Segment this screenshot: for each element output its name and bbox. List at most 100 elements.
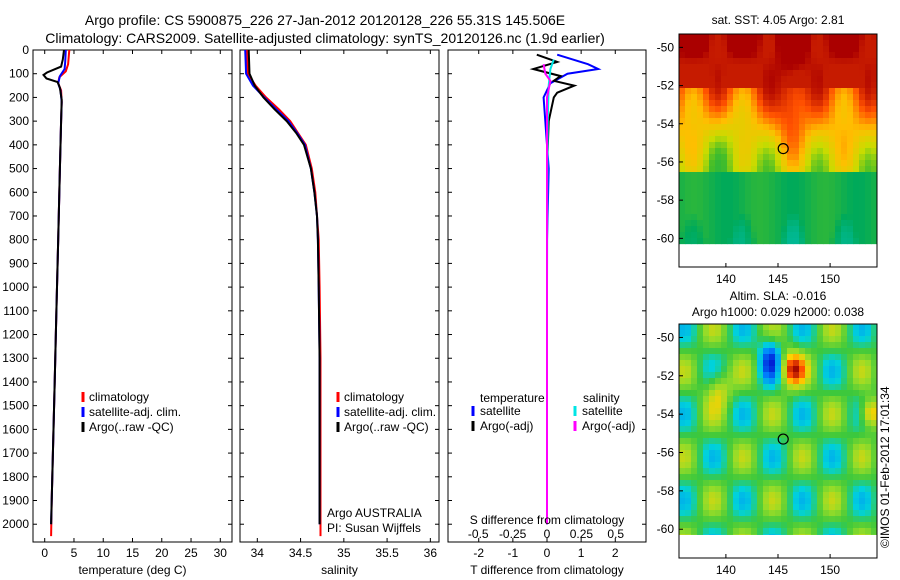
sst-map-lat-label: -50 — [657, 40, 675, 54]
depth-tick-label: 1300 — [2, 351, 29, 365]
diff-legend-label: satellite — [480, 404, 521, 418]
sla-map-lat-label: -54 — [657, 407, 675, 421]
temperature-legend-label: climatology — [89, 390, 149, 404]
tdiff-legend-heading: temperature — [480, 391, 545, 405]
sla-map-lon-label: 140 — [716, 563, 736, 577]
difference-xtick-label: -1 — [508, 546, 519, 560]
temperature-xtick-label: 5 — [71, 546, 78, 560]
sdiff-tick-label: -0.5 — [468, 527, 489, 541]
depth-tick-label: 1000 — [2, 280, 29, 294]
depth-tick-label: 600 — [9, 185, 29, 199]
difference-xtick-label: 2 — [612, 546, 619, 560]
sla-map-lat-label: -50 — [657, 330, 675, 344]
sst-map-lat-label: -52 — [657, 79, 675, 93]
sst-map-lat-label: -54 — [657, 117, 675, 131]
difference-series-argo-adj- — [542, 64, 552, 525]
temperature-xtick-label: 0 — [41, 546, 48, 560]
temperature-axes-frame — [32, 49, 233, 543]
sla-map-title-line2: Argo h1000: 0.029 h2000: 0.038 — [692, 305, 864, 319]
sdiff-tick-label: 0 — [544, 527, 551, 541]
depth-tick-label: 1400 — [2, 375, 29, 389]
depth-tick-label: 300 — [9, 114, 29, 128]
float-owner-label: Argo AUSTRALIA — [327, 506, 422, 520]
sst-map-lat-label: -60 — [657, 231, 675, 245]
sst-map-lon-label: 140 — [716, 272, 736, 286]
chart-title-line1: Argo profile: CS 5900875_226 27-Jan-2012… — [84, 12, 566, 28]
sla-map-lon-label: 145 — [768, 563, 788, 577]
argo-float-marker — [777, 433, 789, 445]
depth-tick-label: 700 — [9, 209, 29, 223]
salinity-series-climatology — [245, 49, 322, 537]
depth-tick-label: 1900 — [2, 494, 29, 508]
salinity-xlabel: salinity — [321, 563, 358, 577]
sdiff-axis-label: S difference from climatology — [470, 513, 625, 527]
salinity-xtick-label: 34 — [251, 546, 265, 560]
depth-tick-label: 500 — [9, 162, 29, 176]
temperature-legend-label: satellite-adj. clim. — [89, 405, 181, 419]
salinity-series-argo-raw-qc- — [247, 49, 321, 525]
sdiff-legend-heading: salinity — [583, 391, 620, 405]
difference-xtick-label: -2 — [473, 546, 484, 560]
sdiff-tick-label: -0.25 — [499, 527, 527, 541]
salinity-legend-label: Argo(..raw -QC) — [344, 420, 429, 434]
difference-series-satellite — [542, 53, 602, 525]
sst-map-title: sat. SST: 4.05 Argo: 2.81 — [712, 13, 845, 27]
salinity-axes-frame — [239, 49, 440, 543]
salinity-xtick-label: 35.5 — [375, 546, 399, 560]
salinity-xtick-label: 34.5 — [289, 546, 313, 560]
diff-legend-label: Argo(-adj) — [582, 419, 635, 433]
sst-map-lon-label: 150 — [820, 272, 840, 286]
temperature-xtick-label: 15 — [126, 546, 140, 560]
depth-tick-label: 200 — [9, 90, 29, 104]
salinity-series-satellite-adj-clim- — [244, 49, 321, 525]
depth-tick-label: 1200 — [2, 328, 29, 342]
difference-xtick-label: 1 — [578, 546, 585, 560]
depth-tick-label: 100 — [9, 67, 29, 81]
difference-series-satellite — [546, 59, 555, 525]
sdiff-tick-label: 0.25 — [570, 527, 594, 541]
sla-map-lat-label: -52 — [657, 369, 675, 383]
sla-map-lon-label: 150 — [820, 563, 840, 577]
credit-label: ©IMOS 01-Feb-2012 17:01:34 — [878, 386, 892, 548]
depth-tick-label: 0 — [22, 43, 29, 57]
sla-map-lat-label: -56 — [657, 446, 675, 460]
depth-tick-label: 2000 — [2, 517, 29, 531]
chart-title-line2: Climatology: CARS2009. Satellite-adjuste… — [45, 30, 605, 46]
sst-map-lon-label: 145 — [768, 272, 788, 286]
salinity-xtick-label: 36 — [424, 546, 438, 560]
depth-tick-label: 400 — [9, 138, 29, 152]
argo-float-marker — [777, 142, 789, 155]
temperature-legend-label: Argo(..raw -QC) — [89, 420, 174, 434]
depth-tick-label: 1700 — [2, 446, 29, 460]
sdiff-tick-label: 0.5 — [607, 527, 624, 541]
temperature-xtick-label: 25 — [184, 546, 198, 560]
difference-xlabel: T difference from climatology — [470, 563, 624, 577]
pi-name-label: PI: Susan Wijffels — [327, 521, 421, 535]
sla-map-title-line1: Altim. SLA: -0.016 — [730, 289, 827, 303]
sla-map-field — [679, 324, 878, 535]
temperature-xtick-label: 20 — [155, 546, 169, 560]
depth-tick-label: 1100 — [3, 304, 29, 318]
depth-tick-label: 800 — [9, 233, 29, 247]
depth-tick-label: 900 — [9, 256, 29, 270]
temperature-xtick-label: 30 — [214, 546, 228, 560]
sst-map-field — [679, 34, 878, 245]
diff-legend-label: Argo(-adj) — [480, 419, 533, 433]
diff-legend-label: satellite — [582, 404, 623, 418]
depth-tick-label: 1800 — [2, 470, 29, 484]
sst-map-lat-label: -56 — [657, 155, 675, 169]
difference-xtick-label: 0 — [544, 546, 551, 560]
sla-map-lat-label: -58 — [657, 484, 675, 498]
depth-tick-label: 1600 — [2, 422, 29, 436]
depth-tick-label: 1500 — [2, 399, 29, 413]
temperature-xlabel: temperature (deg C) — [78, 563, 186, 577]
temperature-series-argo-raw-qc- — [42, 49, 65, 525]
temperature-xtick-label: 10 — [97, 546, 111, 560]
sla-map-lat-label: -60 — [657, 522, 675, 536]
sst-map-lat-label: -58 — [657, 193, 675, 207]
salinity-xtick-label: 35 — [337, 546, 351, 560]
salinity-legend-label: climatology — [344, 390, 404, 404]
difference-series-argo-adj- — [529, 53, 578, 525]
salinity-legend-label: satellite-adj. clim. — [344, 405, 436, 419]
